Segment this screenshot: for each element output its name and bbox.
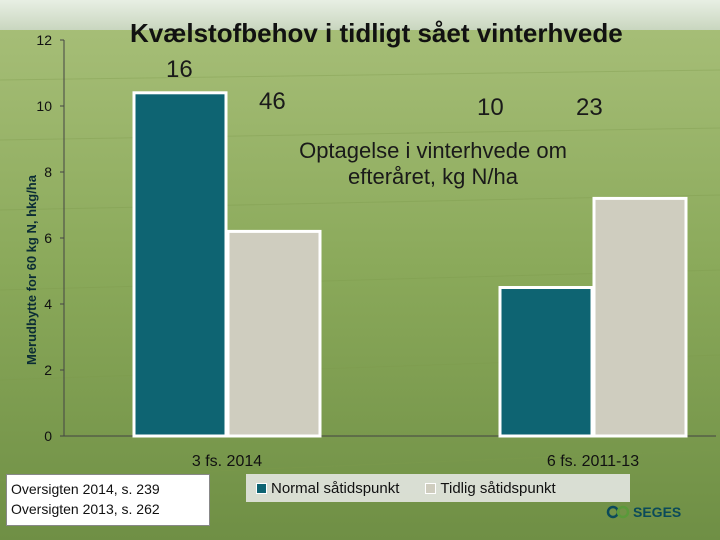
legend-swatch-tidlig [425,482,437,494]
y-tick-label: 12 [36,32,52,48]
x-category-label: 6 fs. 2011-13 [547,453,639,470]
uptake-note: Optagelse i vinterhvede om efteråret, kg… [299,138,567,189]
seges-logo: SEGES [606,504,681,520]
reference-box: Oversigten 2014, s. 239 Oversigten 2013,… [6,474,210,526]
legend-label-normal: Normal såtidspunkt [271,479,400,497]
bar-annotation-2: 46 [259,88,286,115]
y-axis-label: Merudbytte for 60 kg N, hkg/ha [24,175,39,365]
seges-logo-icon [606,505,630,519]
x-category-label: 3 fs. 2014 [192,453,262,470]
y-tick-label: 0 [44,428,52,444]
bar-tidlig-2 [592,196,688,438]
chart-legend: Normal såtidspunkt Tidlig såtidspunkt [246,474,630,502]
reference-line-2: Oversigten 2013, s. 262 [11,501,160,517]
bar-annotation-4: 23 [576,94,603,121]
bar-annotation-1: 16 [166,56,193,83]
seges-logo-text: SEGES [633,504,682,520]
y-tick-label: 2 [44,362,52,378]
y-tick-label: 4 [44,296,52,312]
y-tick-label: 10 [36,98,52,114]
bar-normal-2 [498,286,594,438]
bar-tidlig-1 [226,229,322,438]
reference-line-1: Oversigten 2014, s. 239 [11,481,160,497]
legend-label-tidlig: Tidlig såtidspunkt [440,479,556,497]
bar-annotation-3: 10 [477,94,504,121]
legend-item-normal: Normal såtidspunkt [256,480,399,497]
chart-title: Kvælstofbehov i tidligt sået vinterhvede [130,18,623,48]
legend-item-tidlig: Tidlig såtidspunkt [425,479,556,497]
bar-normal-1 [132,91,228,438]
y-tick-label: 8 [44,164,52,180]
y-tick-label: 6 [44,230,52,246]
legend-swatch-normal [256,482,267,494]
